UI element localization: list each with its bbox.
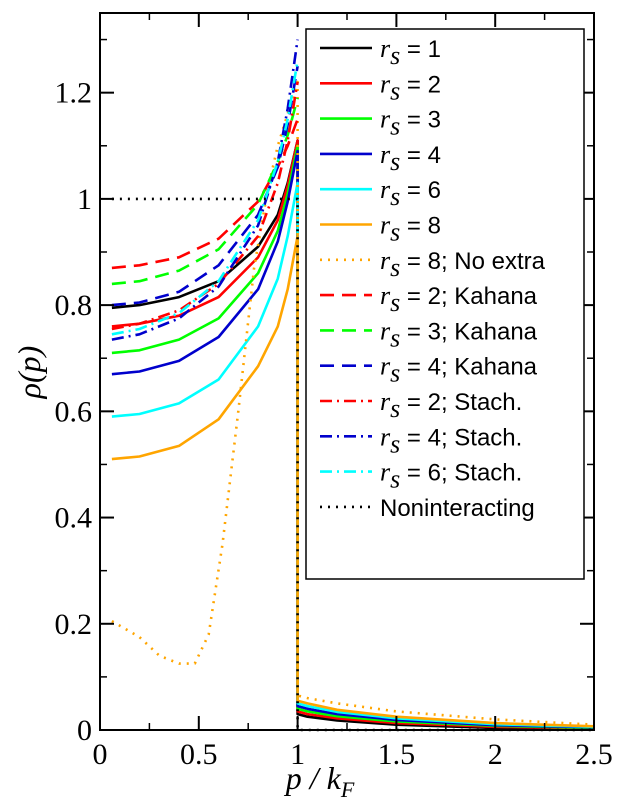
legend-label: rs = 8 — [380, 211, 441, 247]
legend-label: rs = 3; Kahana — [380, 316, 538, 352]
x-tick-label: 1 — [290, 738, 305, 771]
series-line-13 — [111, 60, 299, 336]
legend-box — [305, 28, 585, 580]
legend-label: rs = 6; Stach. — [380, 458, 522, 494]
legend-label: rs = 6 — [380, 175, 441, 211]
x-axis-label: p / kF — [284, 760, 355, 802]
legend-label: rs = 8; No extra — [380, 246, 546, 282]
legend: rs = 1rs = 2rs = 3rs = 4rs = 6rs = 8rs =… — [305, 28, 585, 580]
y-tick-label: 0.4 — [55, 502, 93, 535]
y-tick-label: 0 — [77, 714, 92, 747]
x-tick-label: 2.5 — [575, 738, 613, 771]
legend-label: rs = 2; Stach. — [380, 387, 522, 423]
y-tick-label: 0.8 — [55, 289, 93, 322]
series-line-10 — [111, 65, 299, 307]
legend-label: rs = 1 — [380, 34, 441, 70]
y-tick-label: 0.2 — [55, 608, 93, 641]
y-tick-label: 0.6 — [55, 395, 93, 428]
y-tick-label: 1.2 — [55, 77, 93, 110]
series-line-6 — [111, 234, 595, 728]
series-line-9 — [111, 97, 299, 286]
series-line-5 — [111, 181, 595, 729]
legend-label: rs = 3 — [380, 105, 441, 141]
y-axis-label: ρ(p) — [11, 346, 47, 400]
legend-label: rs = 4; Stach. — [380, 422, 522, 458]
x-tick-label: 1.5 — [378, 738, 416, 771]
x-tick-label: 0.5 — [180, 738, 218, 771]
legend-label: rs = 4; Kahana — [380, 352, 538, 388]
legend-label: rs = 2 — [380, 69, 441, 105]
y-tick-label: 1 — [77, 183, 92, 216]
series-line-12 — [111, 39, 299, 341]
legend-label: Noninteracting — [380, 495, 535, 522]
legend-label: rs = 2; Kahana — [380, 281, 538, 317]
x-tick-label: 2 — [488, 738, 503, 771]
series-line-11 — [111, 81, 299, 331]
series-line-7 — [111, 80, 595, 726]
x-tick-label: 0 — [93, 738, 108, 771]
series-line-4 — [111, 149, 595, 729]
legend-label: rs = 4 — [380, 140, 441, 176]
